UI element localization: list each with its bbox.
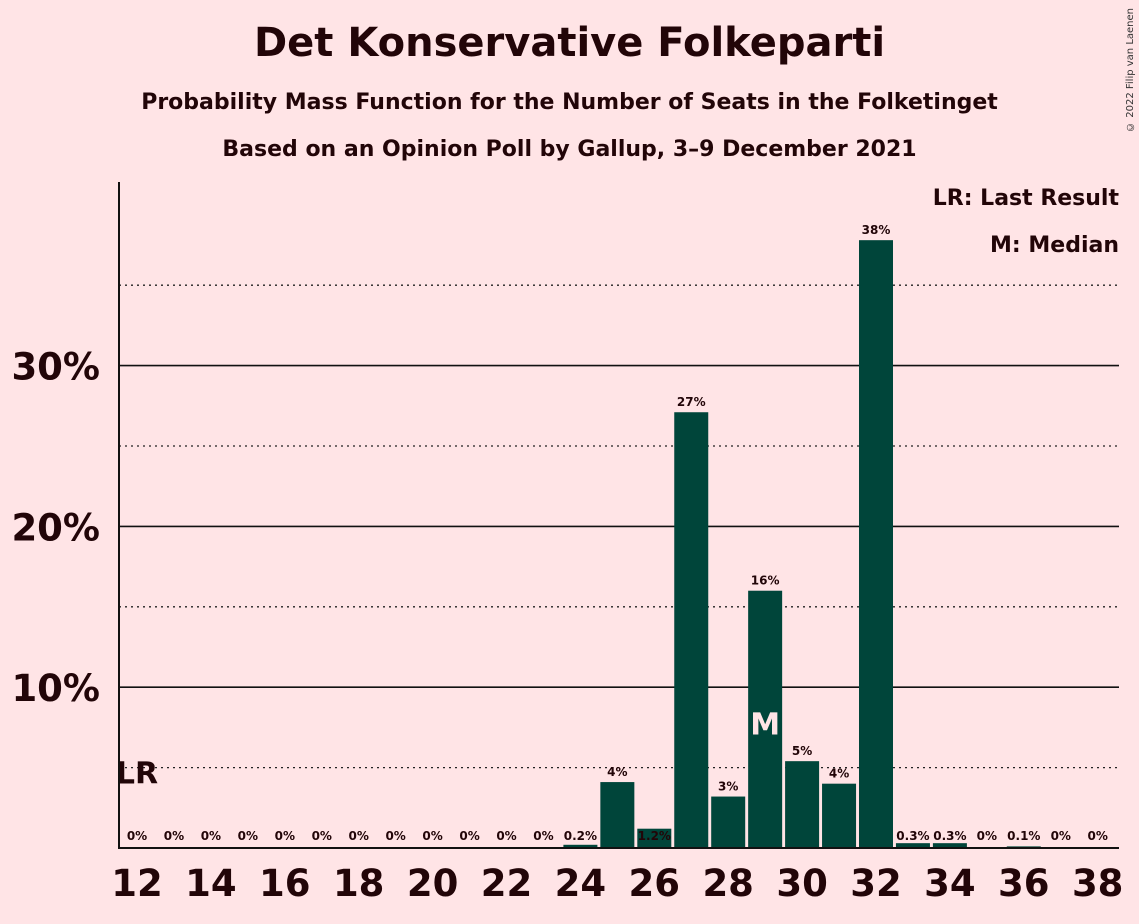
x-tick-label: 26 (629, 862, 681, 905)
bar-value-label: 0% (459, 829, 479, 843)
bar (895, 843, 930, 848)
bar-value-label: 0% (533, 829, 553, 843)
bar-value-label: 5% (792, 744, 812, 758)
bar-value-label: 0% (201, 829, 221, 843)
bar (563, 844, 598, 848)
x-tick-label: 24 (555, 862, 607, 905)
bar-value-label: 0.3% (896, 829, 929, 843)
bar (932, 843, 967, 848)
bar-value-label: 16% (751, 574, 780, 588)
bar-value-label: 0.2% (564, 829, 597, 843)
bar (637, 828, 672, 848)
x-tick-label: 38 (1072, 862, 1124, 905)
bar-value-label: 0% (127, 829, 147, 843)
y-tick-label: 30% (11, 346, 100, 389)
bar-value-label: 0% (496, 829, 516, 843)
x-tick-label: 20 (407, 862, 459, 905)
bar (822, 783, 857, 848)
bar-value-label: 38% (862, 223, 891, 237)
bar-value-label: 0% (349, 829, 369, 843)
bar-value-label: 0% (385, 829, 405, 843)
bar (674, 412, 709, 848)
last-result-marker: LR (116, 757, 158, 792)
y-tick-label: 20% (11, 506, 100, 549)
x-tick-label: 36 (998, 862, 1050, 905)
bar-value-label: 0% (422, 829, 442, 843)
y-tick-label: 10% (11, 667, 100, 710)
bar (600, 782, 635, 848)
legend-last-result: LR: Last Result (932, 186, 1119, 211)
median-marker: M (750, 708, 780, 743)
bar (785, 761, 820, 848)
x-tick-label: 12 (111, 862, 163, 905)
bar (748, 590, 783, 848)
x-tick-label: 30 (776, 862, 828, 905)
bar-value-label: 0% (164, 829, 184, 843)
bar-value-label: 0% (977, 829, 997, 843)
chart-title: Det Konservative Folkeparti (253, 20, 886, 66)
legend-median: M: Median (990, 233, 1119, 258)
bar-value-label: 4% (829, 767, 849, 781)
bar-value-label: 0% (1051, 829, 1071, 843)
bar-value-label: 27% (677, 395, 706, 409)
x-tick-label: 18 (333, 862, 385, 905)
bar-value-label: 0% (275, 829, 295, 843)
bar-value-label: 0.1% (1007, 829, 1040, 843)
x-tick-label: 22 (481, 862, 533, 905)
bar-value-label: 0% (1088, 829, 1108, 843)
x-tick-label: 14 (185, 862, 237, 905)
chart-subtitle: Probability Mass Function for the Number… (141, 90, 998, 115)
bar (711, 796, 746, 848)
bar-value-label: 0% (238, 829, 258, 843)
chart-subtitle-poll: Based on an Opinion Poll by Gallup, 3–9 … (222, 137, 917, 162)
bar-value-label: 0% (312, 829, 332, 843)
bar-value-label: 1.2% (638, 829, 671, 843)
x-tick-label: 16 (259, 862, 311, 905)
x-tick-label: 34 (924, 862, 976, 905)
bar-value-label: 3% (718, 780, 738, 794)
bar-value-label: 0.3% (933, 829, 966, 843)
x-tick-label: 28 (702, 862, 754, 905)
bar-value-label: 4% (607, 765, 627, 779)
bar (859, 240, 893, 848)
x-tick-label: 32 (850, 862, 902, 905)
